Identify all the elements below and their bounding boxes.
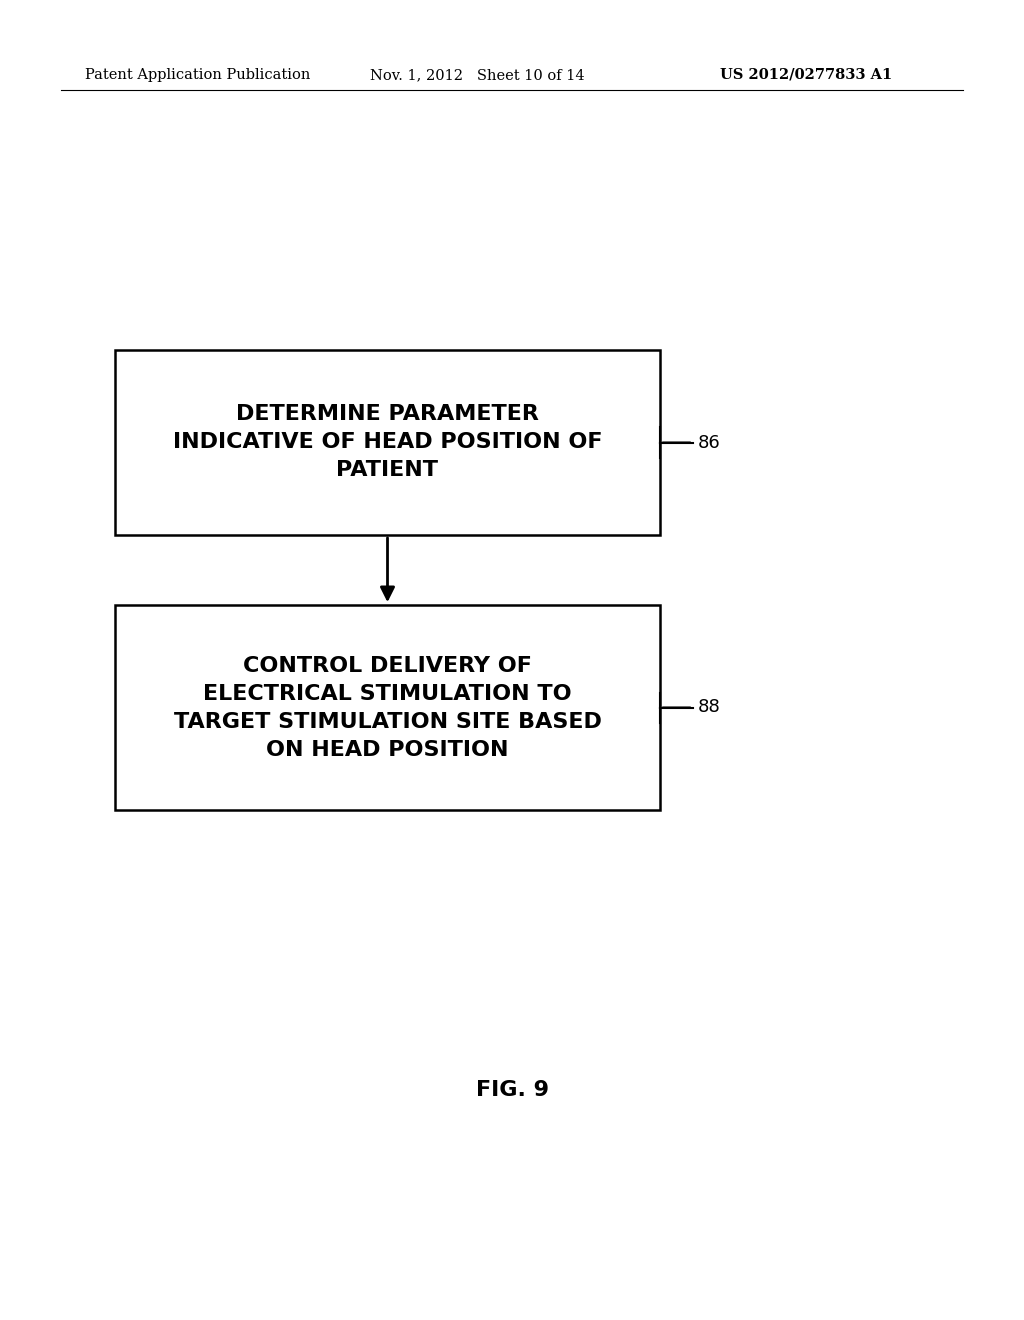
Text: 86: 86 <box>698 433 721 451</box>
Text: DETERMINE PARAMETER
INDICATIVE OF HEAD POSITION OF
PATIENT: DETERMINE PARAMETER INDICATIVE OF HEAD P… <box>173 404 602 480</box>
Bar <box>115 350 660 535</box>
Text: 88: 88 <box>698 698 721 717</box>
Bar <box>115 605 660 810</box>
Text: Nov. 1, 2012   Sheet 10 of 14: Nov. 1, 2012 Sheet 10 of 14 <box>370 69 585 82</box>
Text: US 2012/0277833 A1: US 2012/0277833 A1 <box>720 69 892 82</box>
Text: CONTROL DELIVERY OF
ELECTRICAL STIMULATION TO
TARGET STIMULATION SITE BASED
ON H: CONTROL DELIVERY OF ELECTRICAL STIMULATI… <box>173 656 601 759</box>
Text: FIG. 9: FIG. 9 <box>475 1080 549 1100</box>
Text: Patent Application Publication: Patent Application Publication <box>85 69 310 82</box>
